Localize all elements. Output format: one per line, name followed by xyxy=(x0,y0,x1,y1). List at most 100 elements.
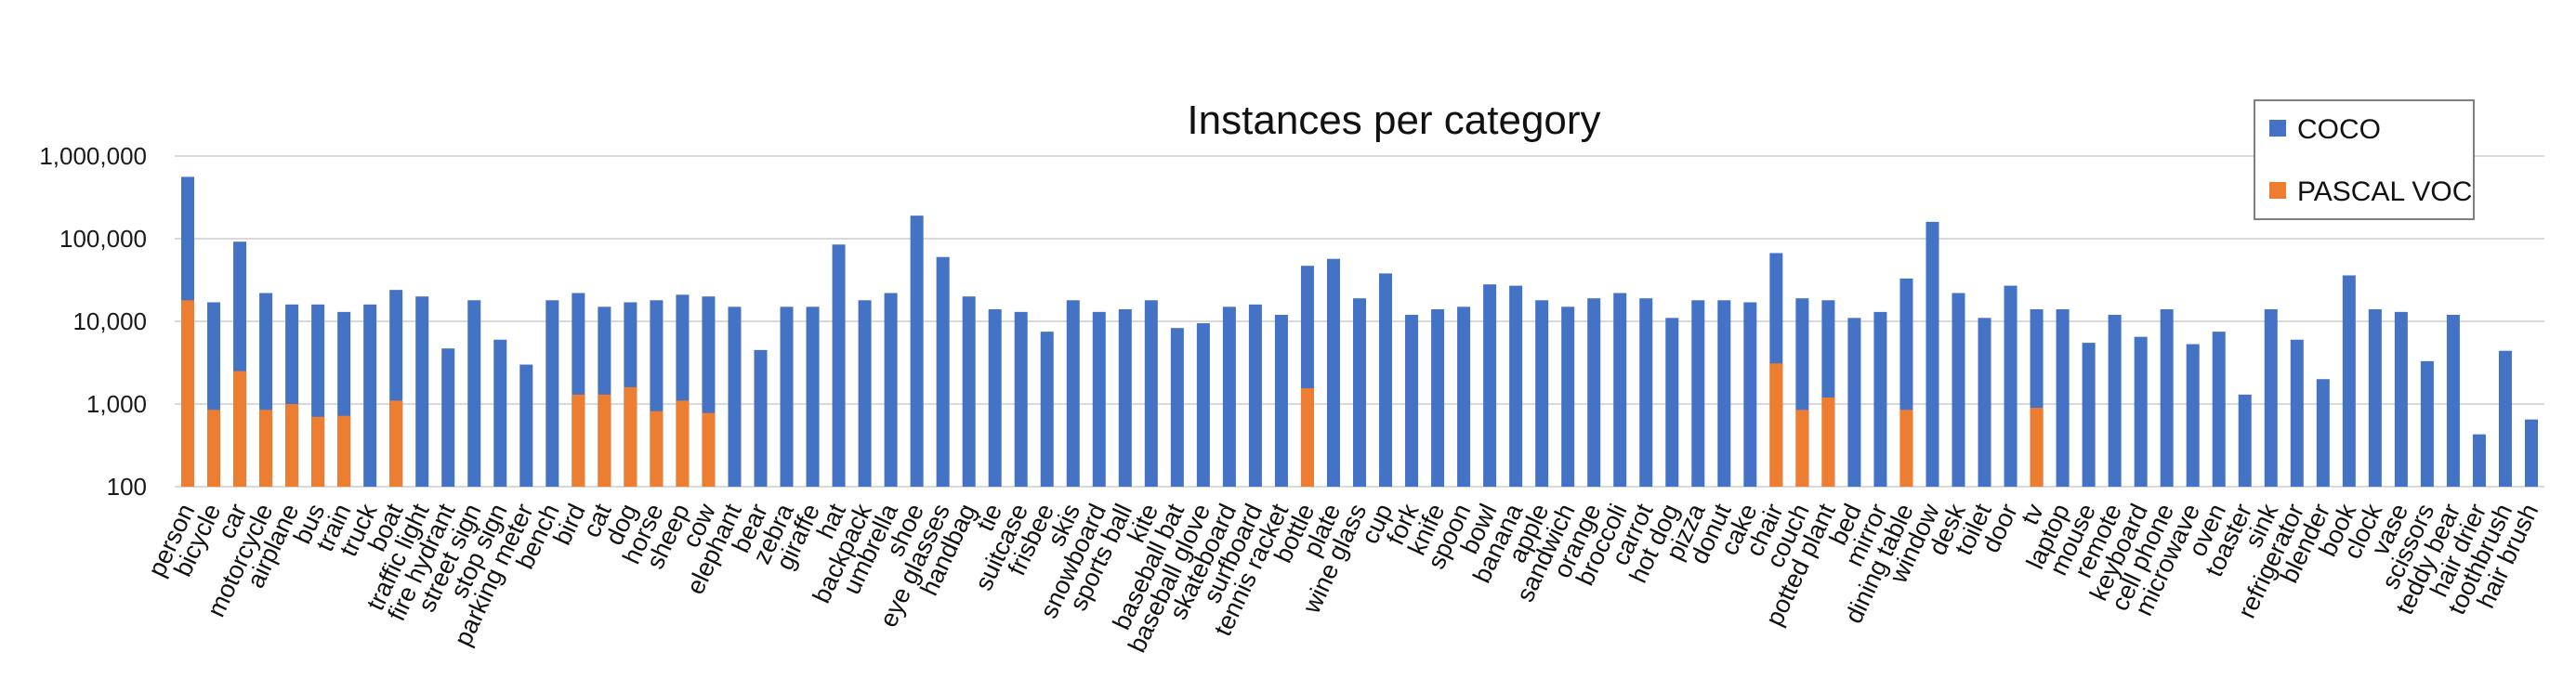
bar-coco-teddy-bear xyxy=(2446,314,2460,487)
bar-coco-hot-dog xyxy=(1665,318,1679,487)
bar-coco-door xyxy=(2004,285,2017,487)
bar-coco-truck xyxy=(363,304,377,487)
bar-pascal-voc-potted-plant xyxy=(1821,397,1835,487)
bar-coco-bench xyxy=(545,300,559,487)
y-tick-label: 100,000 xyxy=(59,225,147,253)
bar-coco-plate xyxy=(1326,258,1340,487)
bar-coco-skis xyxy=(1066,300,1080,487)
y-axis: 100 1,000 10,000 100,000 1,000,000 xyxy=(39,142,147,501)
bar-coco-cake xyxy=(1743,302,1757,487)
bar-coco-knife xyxy=(1431,308,1445,487)
bar-coco-book xyxy=(2342,275,2356,487)
bar-coco-refrigerator xyxy=(2290,339,2304,487)
bar-coco-wine-glass xyxy=(1352,298,1367,487)
y-tick-label: 1,000 xyxy=(86,390,147,418)
bar-coco-laptop xyxy=(2056,308,2070,487)
bar-pascal-voc-airplane xyxy=(285,404,299,487)
bar-coco-blender xyxy=(2316,379,2330,487)
bars-layer xyxy=(181,176,2538,488)
bar-pascal-voc-motorcycle xyxy=(259,410,273,487)
y-tick-label: 100 xyxy=(107,473,147,501)
bar-coco-oven xyxy=(2212,332,2226,487)
bar-coco-zebra xyxy=(780,306,794,487)
bar-pascal-voc-boat xyxy=(389,400,403,487)
bar-pascal-voc-bus xyxy=(311,416,325,487)
bar-pascal-voc-chair xyxy=(1769,363,1783,487)
bar-coco-skateboard xyxy=(1222,306,1236,487)
bar-coco-baseball-glove xyxy=(1196,322,1210,487)
bar-coco-sink xyxy=(2264,308,2278,487)
bar-coco-stop-sign xyxy=(493,339,507,487)
bar-coco-spoon xyxy=(1457,306,1471,487)
bar-coco-pizza xyxy=(1691,300,1705,487)
x-axis: personbicyclecarmotorcycleairplanebustra… xyxy=(142,499,2543,657)
bar-coco-surfboard xyxy=(1248,304,1262,487)
bar-coco-sports-ball xyxy=(1118,308,1132,487)
bar-coco-parking-meter xyxy=(519,364,533,487)
bar-coco-frisbee xyxy=(1040,332,1054,487)
bar-coco-hat xyxy=(832,244,846,487)
bar-coco-sandwich xyxy=(1561,306,1575,487)
bar-coco-carrot xyxy=(1639,298,1653,487)
bar-coco-banana xyxy=(1509,285,1523,487)
bar-pascal-voc-car xyxy=(233,371,247,487)
bar-coco-suitcase xyxy=(1014,311,1028,487)
bar-pascal-voc-cat xyxy=(598,394,611,487)
bar-coco-fork xyxy=(1405,314,1419,487)
bar-coco-keyboard xyxy=(2134,336,2148,487)
bar-coco-umbrella xyxy=(884,293,898,487)
bar-pascal-voc-dining-table xyxy=(1899,410,1913,487)
bar-coco-shoe xyxy=(910,215,924,488)
bar-coco-snowboard xyxy=(1092,311,1106,487)
bar-coco-broccoli xyxy=(1613,293,1627,487)
legend-label-coco: COCO xyxy=(2297,114,2381,145)
legend-swatch-pascal-voc xyxy=(2269,182,2286,199)
bar-coco-cell-phone xyxy=(2160,308,2174,487)
bar-coco-bed xyxy=(1847,318,1861,487)
bar-coco-toaster xyxy=(2238,394,2252,487)
bar-pascal-voc-bird xyxy=(572,394,585,487)
chart-title: Instances per category xyxy=(1187,98,1600,143)
bar-coco-apple xyxy=(1535,300,1549,487)
y-tick-label: 1,000,000 xyxy=(39,142,147,170)
y-tick-label: 10,000 xyxy=(72,307,147,335)
bar-coco-toothbrush xyxy=(2498,350,2512,487)
bar-coco-bowl xyxy=(1483,284,1497,487)
bar-coco-clock xyxy=(2368,308,2382,487)
bar-pascal-voc-cow xyxy=(702,412,716,487)
bar-coco-donut xyxy=(1717,300,1731,487)
bar-pascal-voc-couch xyxy=(1795,410,1809,487)
bar-coco-scissors xyxy=(2420,360,2434,487)
legend: COCO PASCAL VOC xyxy=(2254,99,2475,220)
bar-coco-fire-hydrant xyxy=(441,348,455,487)
bar-coco-microwave xyxy=(2186,344,2200,487)
legend-swatch-coco xyxy=(2269,120,2286,137)
bar-pascal-voc-tv xyxy=(2030,408,2044,487)
bar-coco-eye-glasses xyxy=(936,256,950,487)
bar-coco-handbag xyxy=(962,296,976,487)
bar-coco-tie xyxy=(988,308,1002,487)
bar-coco-baseball-bat xyxy=(1170,328,1184,487)
bar-coco-bear xyxy=(754,349,768,487)
bar-pascal-voc-bottle xyxy=(1300,388,1314,487)
bar-coco-traffic-light xyxy=(415,296,429,487)
bar-pascal-voc-dog xyxy=(624,386,637,487)
bar-coco-remote xyxy=(2108,314,2122,487)
bar-coco-hair-drier xyxy=(2472,434,2486,487)
bar-coco-kite xyxy=(1144,300,1158,487)
bar-coco-desk xyxy=(1952,293,1965,487)
bar-coco-cup xyxy=(1379,273,1393,487)
legend-label-pascal-voc: PASCAL VOC xyxy=(2297,176,2472,207)
bar-coco-street-sign xyxy=(467,300,481,487)
bar-coco-toilet xyxy=(1978,318,1991,487)
bar-coco-mouse xyxy=(2082,343,2096,487)
bar-coco-vase xyxy=(2394,311,2408,487)
bar-coco-giraffe xyxy=(806,306,820,487)
bar-pascal-voc-train xyxy=(337,415,351,487)
bar-coco-elephant xyxy=(728,306,742,487)
bar-pascal-voc-person xyxy=(181,300,195,487)
bar-coco-orange xyxy=(1587,298,1601,487)
bar-coco-mirror xyxy=(1873,311,1887,487)
bar-coco-window xyxy=(1925,221,1939,488)
